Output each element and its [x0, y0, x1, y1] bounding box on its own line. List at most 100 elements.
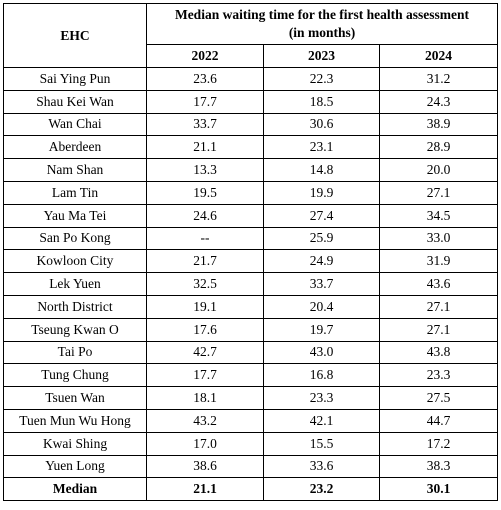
value-2022-cell: 19.5 [146, 180, 264, 205]
median-2023: 23.2 [263, 477, 380, 502]
value-2022-cell: 43.2 [146, 408, 264, 433]
table-row: Sai Ying Pun 23.6 22.3 31.2 [3, 67, 499, 91]
table-row: Yuen Long 38.6 33.6 38.3 [3, 454, 499, 479]
ehc-name-cell: Lek Yuen [3, 272, 147, 296]
median-2022: 21.1 [146, 477, 264, 502]
value-2024-cell: 38.3 [378, 454, 499, 479]
ehc-name-cell: Sai Ying Pun [3, 67, 147, 91]
ehc-name-cell: Tseung Kwan O [3, 317, 147, 342]
value-2024-cell: 44.7 [378, 408, 499, 433]
year-header-row: 2022 2023 2024 [4, 44, 499, 68]
value-2022-cell: 21.1 [146, 135, 264, 160]
ehc-name-cell: San Po Kong [3, 226, 147, 251]
ehc-name-cell: Kowloon City [3, 249, 147, 274]
value-2023-cell: 33.6 [263, 454, 380, 479]
value-2022-cell: 33.7 [146, 112, 264, 137]
value-2024-cell: 38.9 [378, 112, 499, 137]
value-2024-cell: 17.2 [378, 431, 499, 456]
table-row: Tai Po 42.7 43.0 43.8 [3, 340, 499, 365]
value-2024-cell: 23.3 [378, 363, 499, 388]
value-2024-cell: 20.0 [378, 158, 499, 182]
ehc-name-cell: Tai Po [3, 340, 147, 365]
table-title-header: Median waiting time for the first health… [145, 3, 499, 45]
value-2023-cell: 25.9 [263, 226, 380, 251]
value-2024-cell: 43.6 [378, 272, 499, 296]
value-2024-cell: 24.3 [378, 89, 499, 114]
ehc-name-cell: Kwai Shing [3, 431, 147, 456]
year-header-2024: 2024 [378, 44, 499, 68]
ehc-name-cell: Tsuen Wan [3, 386, 147, 410]
median-row: Median 21.1 23.2 30.1 [3, 477, 499, 502]
ehc-name-cell: Tuen Mun Wu Hong [3, 408, 147, 433]
value-2024-cell: 27.1 [378, 317, 499, 342]
value-2022-cell: 17.6 [146, 317, 264, 342]
value-2023-cell: 23.1 [263, 135, 380, 160]
value-2024-cell: 31.9 [378, 249, 499, 274]
value-2023-cell: 43.0 [263, 340, 380, 365]
value-2022-cell: -- [146, 226, 264, 251]
table-row: Tuen Mun Wu Hong 43.2 42.1 44.7 [3, 408, 499, 433]
value-2022-cell: 17.0 [146, 431, 264, 456]
value-2023-cell: 22.3 [263, 67, 380, 91]
year-header-2023: 2023 [263, 44, 380, 68]
table-row: Shau Kei Wan 17.7 18.5 24.3 [3, 89, 499, 114]
table-header-row: EHC Median waiting time for the first he… [3, 3, 499, 68]
title-line-1: Median waiting time for the first health… [174, 7, 470, 22]
value-2022-cell: 42.7 [146, 340, 264, 365]
value-2022-cell: 38.6 [146, 454, 264, 479]
ehc-name-cell: Lam Tin [3, 180, 147, 205]
value-2022-cell: 32.5 [146, 272, 264, 296]
table-row: San Po Kong -- 25.9 33.0 [3, 226, 499, 251]
ehc-name-cell: Yau Ma Tei [3, 203, 147, 228]
table-row: Tseung Kwan O 17.6 19.7 27.1 [3, 317, 499, 342]
value-2022-cell: 23.6 [146, 67, 264, 91]
value-2023-cell: 20.4 [263, 294, 380, 319]
value-2022-cell: 19.1 [146, 294, 264, 319]
value-2024-cell: 31.2 [378, 67, 499, 91]
ehc-name-cell: North District [3, 294, 147, 319]
value-2023-cell: 42.1 [263, 408, 380, 433]
table-row: Kowloon City 21.7 24.9 31.9 [3, 249, 499, 274]
table-row: Nam Shan 13.3 14.8 20.0 [3, 158, 499, 182]
value-2022-cell: 18.1 [146, 386, 264, 410]
value-2024-cell: 27.1 [378, 294, 499, 319]
year-header-2022: 2022 [146, 44, 264, 68]
ehc-name-cell: Nam Shan [3, 158, 147, 182]
value-2022-cell: 17.7 [146, 89, 264, 114]
value-2023-cell: 33.7 [263, 272, 380, 296]
value-2022-cell: 17.7 [146, 363, 264, 388]
value-2023-cell: 18.5 [263, 89, 380, 114]
table-row: Yau Ma Tei 24.6 27.4 34.5 [3, 203, 499, 228]
ehc-name-cell: Wan Chai [3, 112, 147, 137]
value-2023-cell: 19.9 [263, 180, 380, 205]
value-2022-cell: 24.6 [146, 203, 264, 228]
value-2024-cell: 28.9 [378, 135, 499, 160]
value-2024-cell: 33.0 [378, 226, 499, 251]
waiting-time-table: EHC Median waiting time for the first he… [3, 3, 499, 502]
value-2022-cell: 21.7 [146, 249, 264, 274]
value-2023-cell: 15.5 [263, 431, 380, 456]
value-2023-cell: 30.6 [263, 112, 380, 137]
title-line-2: (in months) [288, 25, 356, 40]
table-body: Sai Ying Pun 23.6 22.3 31.2 Shau Kei Wan 17.7… [3, 67, 499, 479]
table-row: Aberdeen 21.1 23.1 28.9 [3, 135, 499, 160]
ehc-name-cell: Yuen Long [3, 454, 147, 479]
ehc-name-cell: Aberdeen [3, 135, 147, 160]
ehc-column-header: EHC [3, 3, 147, 68]
value-2023-cell: 16.8 [263, 363, 380, 388]
value-2023-cell: 19.7 [263, 317, 380, 342]
table-row: Wan Chai 33.7 30.6 38.9 [3, 112, 499, 137]
median-label: Median [3, 477, 147, 502]
value-2023-cell: 23.3 [263, 386, 380, 410]
value-2024-cell: 27.1 [378, 180, 499, 205]
value-2024-cell: 27.5 [378, 386, 499, 410]
table-row: North District 19.1 20.4 27.1 [3, 294, 499, 319]
table-row: Kwai Shing 17.0 15.5 17.2 [3, 431, 499, 456]
table-row: Lam Tin 19.5 19.9 27.1 [3, 180, 499, 205]
table-row: Tung Chung 17.7 16.8 23.3 [3, 363, 499, 388]
value-2024-cell: 43.8 [378, 340, 499, 365]
value-2024-cell: 34.5 [378, 203, 499, 228]
median-2024: 30.1 [378, 477, 499, 502]
value-2023-cell: 24.9 [263, 249, 380, 274]
value-2022-cell: 13.3 [146, 158, 264, 182]
